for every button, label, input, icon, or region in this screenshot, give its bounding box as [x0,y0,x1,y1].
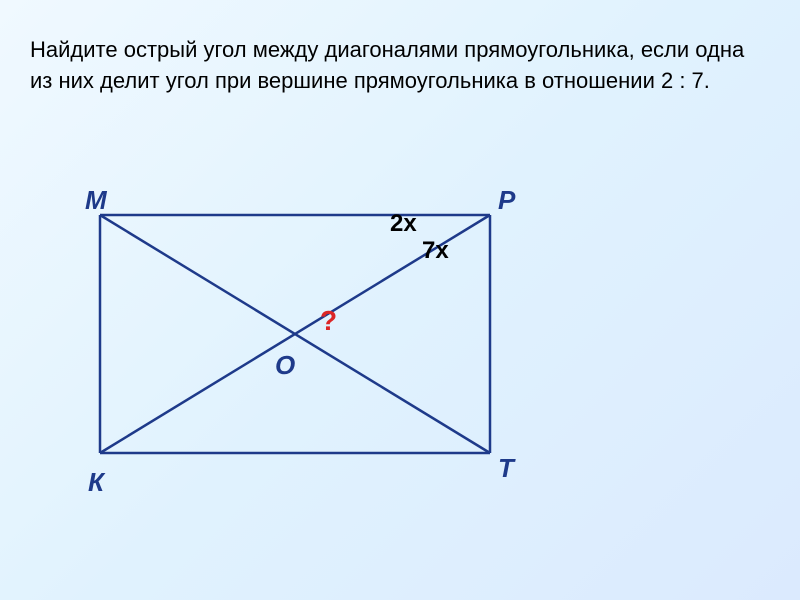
diagram-svg [60,195,540,505]
center-o-label: О [275,350,295,381]
vertex-p-label: Р [498,185,515,216]
vertex-m-label: М [85,185,107,216]
problem-text: Найдите острый угол между диагоналями пр… [30,35,770,97]
vertex-k-label: К [88,467,104,498]
angle-7x-label: 7х [422,237,449,265]
question-mark: ? [320,305,337,337]
angle-2x-label: 2х [390,210,417,238]
vertex-t-label: Т [498,453,514,484]
geometry-diagram: М Р Т К О 2х 7х ? [60,195,540,505]
